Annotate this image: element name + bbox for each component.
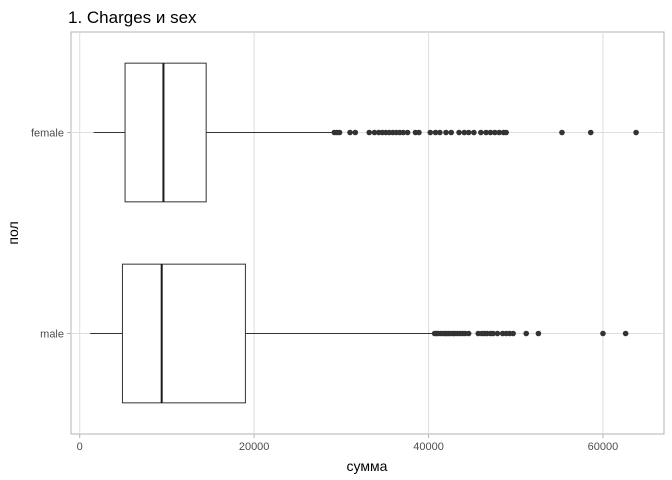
y-tick-label: male xyxy=(40,329,64,341)
outlier-point xyxy=(494,330,501,337)
outlier-point xyxy=(492,129,498,136)
outlier-point xyxy=(465,330,472,337)
x-tick-labels: 0 20000 40000 60000 xyxy=(77,434,619,453)
y-tick-labels: female male xyxy=(31,128,71,341)
chart-title: 1. Charges и sex xyxy=(68,8,197,27)
outlier-point xyxy=(510,330,516,337)
outlier-point xyxy=(483,129,489,136)
x-tick-label: 60000 xyxy=(588,441,619,453)
outlier-point xyxy=(487,129,494,136)
box-male xyxy=(90,263,629,404)
box-iqr xyxy=(124,62,207,203)
outlier-point xyxy=(371,129,378,136)
y-tick-label: female xyxy=(31,128,64,140)
x-tick-label: 40000 xyxy=(413,441,444,453)
outlier-point xyxy=(622,330,629,337)
outlier-point xyxy=(633,129,639,136)
outlier-point xyxy=(443,129,449,136)
outlier-point xyxy=(461,129,468,136)
outlier-point xyxy=(496,129,502,136)
outlier-point xyxy=(456,129,462,136)
outlier-point xyxy=(465,129,472,136)
outlier-point xyxy=(347,129,353,136)
outlier-point xyxy=(427,129,434,136)
outlier-point xyxy=(523,330,530,337)
outlier-point xyxy=(416,129,422,136)
outlier-point xyxy=(535,330,542,337)
outlier-point xyxy=(600,330,606,337)
outlier-point xyxy=(352,129,359,136)
box-iqr xyxy=(121,263,246,404)
boxes xyxy=(90,62,639,404)
outlier-point xyxy=(400,129,407,136)
x-tick-label: 20000 xyxy=(239,441,270,453)
outlier-point xyxy=(404,129,411,136)
x-axis-title: сумма xyxy=(347,458,388,474)
outlier-point xyxy=(587,129,594,136)
outlier-point xyxy=(336,129,343,136)
outlier-point xyxy=(490,330,496,337)
outlier-point xyxy=(366,129,373,136)
box-female xyxy=(93,62,639,203)
outlier-point xyxy=(437,129,443,136)
outlier-point xyxy=(432,129,439,136)
y-axis-title: пол xyxy=(5,221,21,244)
outlier-point xyxy=(478,129,484,136)
outlier-point xyxy=(503,129,509,136)
x-tick-label: 0 xyxy=(77,441,83,453)
outlier-point xyxy=(471,129,477,136)
outlier-point xyxy=(559,129,565,136)
outlier-point xyxy=(448,129,455,136)
